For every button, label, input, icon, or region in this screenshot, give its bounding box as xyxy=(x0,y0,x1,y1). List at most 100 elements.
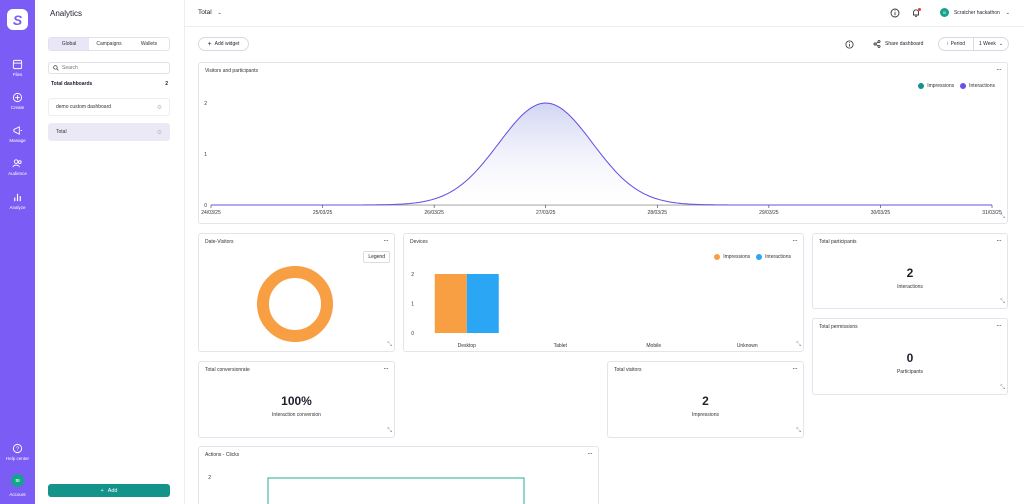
tab-wallets[interactable]: Wallets xyxy=(140,41,158,47)
rail-label-account: Account xyxy=(9,492,26,497)
widget-title: Total participants xyxy=(819,239,857,245)
panel-title: Analytics xyxy=(50,9,83,18)
rail-item-manage[interactable]: Manage xyxy=(0,125,35,143)
more-options-icon[interactable]: ··· xyxy=(996,321,1002,330)
rail-label-create: Create xyxy=(10,105,25,110)
more-options-icon[interactable]: ··· xyxy=(996,236,1002,245)
actions-clicks-chart: 12 xyxy=(208,475,525,504)
widget-title: Visitors and participants xyxy=(205,68,258,74)
account-avatar[interactable]: SI xyxy=(11,474,24,487)
legend-item-impressions[interactable]: Impressions xyxy=(714,254,750,260)
scope-tabs: Global Campaigns Wallets xyxy=(48,37,170,51)
y-tick-label: 1 xyxy=(204,152,207,158)
tab-global[interactable]: Global xyxy=(49,38,89,50)
metric-value: 0 xyxy=(906,351,914,365)
resize-handle-icon[interactable]: ⤡ xyxy=(387,342,392,348)
legend-toggle-button[interactable]: Legend xyxy=(363,251,390,263)
resize-handle-icon[interactable]: ⤡ xyxy=(387,428,392,434)
x-tick-label: Tablet xyxy=(554,343,568,349)
legend-item-impressions[interactable]: Impressions xyxy=(918,83,954,89)
x-tick-label: Mobile xyxy=(646,343,661,349)
rail-item-help[interactable]: ? Help center xyxy=(0,443,35,461)
info-icon[interactable] xyxy=(845,40,854,49)
chevron-down-icon: ⌄ xyxy=(1005,9,1010,16)
widget-actions-clicks: Actions - Clicks ··· 12 xyxy=(198,446,599,504)
rail-item-files[interactable]: Files xyxy=(0,59,35,77)
plus-icon: + xyxy=(207,40,212,48)
devices-bar-chart: 0 1 2 Desktop Tablet Mobile Unknown xyxy=(411,272,758,349)
rail-item-analyze[interactable]: Analyze xyxy=(0,192,35,210)
metric-label: Interaction conversion xyxy=(272,412,321,418)
info-icon[interactable] xyxy=(890,8,900,18)
more-options-icon[interactable]: ··· xyxy=(792,364,798,373)
add-label: Add xyxy=(107,487,118,494)
x-tick-label: 29/03/25 xyxy=(759,210,779,216)
more-options-icon[interactable]: ··· xyxy=(383,236,389,245)
dashboard-item-label: Total xyxy=(56,129,67,135)
x-tick-label: 27/03/25 xyxy=(536,210,556,216)
more-options-icon[interactable]: ··· xyxy=(792,236,798,245)
chart-legend: Impressions Interactions xyxy=(708,254,791,260)
notifications-button[interactable] xyxy=(911,8,921,18)
share-icon xyxy=(873,40,881,48)
dashboard-item-demo[interactable]: demo custom dashboard ⚙ xyxy=(48,98,170,116)
widget-title: Total conversionrate xyxy=(205,367,250,373)
user-avatar: SI xyxy=(939,8,949,17)
legend-swatch xyxy=(918,83,925,89)
widget-visitors-participants: Visitors and participants ··· Impression… xyxy=(198,62,1008,224)
legend-item-interactions[interactable]: Interactions xyxy=(756,254,791,260)
more-options-icon[interactable]: ··· xyxy=(587,449,593,458)
widget-title: Total visitors xyxy=(614,367,642,373)
x-tick-label: Unknown xyxy=(737,343,758,349)
resize-handle-icon[interactable]: ⤡ xyxy=(1000,385,1005,391)
bar-interactions xyxy=(466,274,499,333)
x-tick-label: 31/03/25 xyxy=(982,210,1002,216)
gear-icon[interactable]: ⚙ xyxy=(156,104,162,111)
rail-label-audience: Audience xyxy=(8,171,27,176)
left-rail: S Files Create Manage Audience Analyze ?… xyxy=(0,0,35,504)
search-input[interactable] xyxy=(62,65,162,71)
period-dropdown[interactable]: 1 Week ⌄ xyxy=(974,38,1008,50)
dashboard-title: Total xyxy=(198,9,212,16)
more-options-icon[interactable]: ··· xyxy=(996,65,1002,74)
audience-icon xyxy=(12,159,22,168)
legend-label: Interactions xyxy=(969,83,995,89)
widget-date-visitors: Date-Visitors ··· Legend ⤡ xyxy=(198,233,395,352)
tab-campaigns[interactable]: Campaigns xyxy=(96,41,122,47)
legend-item-interactions[interactable]: Interactions xyxy=(960,83,995,89)
gear-icon[interactable]: ⚙ xyxy=(156,129,162,136)
more-options-icon[interactable]: ··· xyxy=(383,364,389,373)
app-logo[interactable]: S xyxy=(7,9,28,30)
notification-dot xyxy=(918,8,921,11)
legend-label: Interactions xyxy=(765,254,791,260)
x-tick-label: 26/03/25 xyxy=(424,210,444,216)
add-dashboard-button[interactable]: + Add xyxy=(48,484,170,497)
help-icon: ? xyxy=(12,443,23,454)
series-line-interactions xyxy=(211,102,992,206)
x-tick-label: 25/03/25 xyxy=(313,210,333,216)
share-dashboard-button[interactable]: Share dashboard xyxy=(873,40,923,48)
add-widget-button[interactable]: + Add widget xyxy=(198,37,249,51)
x-tick-label: 28/03/25 xyxy=(648,210,668,216)
resize-handle-icon[interactable]: ⤡ xyxy=(1000,214,1005,220)
period-button[interactable]: ⁝ Period xyxy=(939,38,974,50)
share-label: Share dashboard xyxy=(885,41,924,47)
rail-item-create[interactable]: Create xyxy=(0,92,35,110)
period-value: 1 Week xyxy=(978,41,996,47)
rail-item-audience[interactable]: Audience xyxy=(0,158,35,176)
dashboard-selector[interactable]: Total ⌄ xyxy=(198,9,222,16)
y-tick-label: 0 xyxy=(204,203,207,209)
bar-impressions xyxy=(434,274,467,333)
dashboards-label: Total dashboards xyxy=(51,81,93,87)
dashboard-item-total[interactable]: Total ⚙ xyxy=(48,123,170,141)
resize-handle-icon[interactable]: ⤡ xyxy=(1000,299,1005,305)
series-area-impressions xyxy=(211,103,992,205)
x-tick-label: 24/03/25 xyxy=(201,210,221,216)
resize-handle-icon[interactable]: ⤡ xyxy=(796,428,801,434)
rail-label-help: Help center xyxy=(5,456,29,461)
user-menu[interactable]: SI Scratcher hackathon ⌄ xyxy=(939,8,1010,17)
resize-handle-icon[interactable]: ⤡ xyxy=(796,342,801,348)
widget-total-conversion: Total conversionrate ··· 100% Interactio… xyxy=(198,361,395,438)
rail-item-account[interactable]: Account xyxy=(0,490,35,497)
megaphone-icon xyxy=(13,126,23,135)
